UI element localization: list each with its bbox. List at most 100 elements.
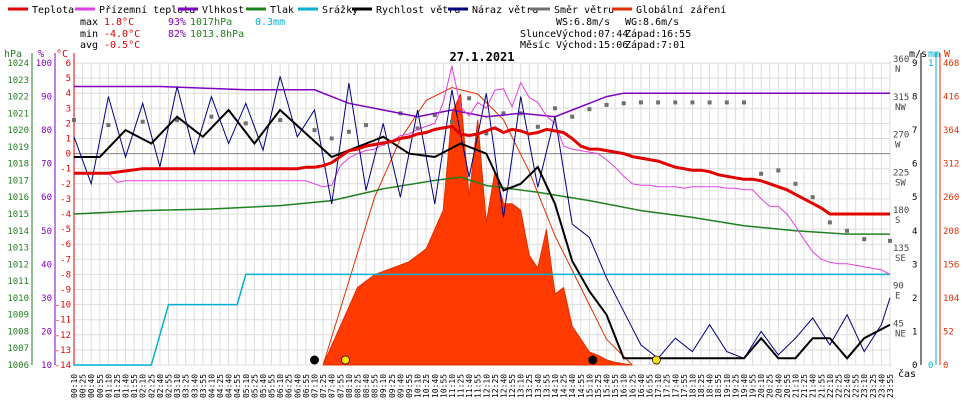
temperature-axis-tick-label: -5 xyxy=(60,225,71,235)
radiation-tick-label: 208 xyxy=(943,227,959,237)
direction-tick-label: S xyxy=(895,216,900,226)
wind-tick-label: 6 xyxy=(912,160,917,170)
x-tick-label: 11:40 xyxy=(465,374,474,398)
direction-tick-label: 90 xyxy=(893,282,904,292)
pressure-axis-tick-label: 1022 xyxy=(7,93,29,103)
legend-label: Vlhkost xyxy=(202,5,244,16)
x-axis-ticks: 00:10 00:25 00:40 00:55 01:10 01:25 01:40 01:55… xyxy=(70,374,895,398)
unit-degc: °C xyxy=(56,49,68,60)
series-humidity xyxy=(74,85,890,118)
temperature-axis-tick-label: -11 xyxy=(55,316,71,326)
x-tick-label: 08:25 xyxy=(353,374,362,398)
radiation-tick-label: 364 xyxy=(943,126,959,136)
x-tick-label: 10:40 xyxy=(431,374,440,398)
wind-direction-point xyxy=(707,100,712,105)
series-global-radiation xyxy=(322,93,633,366)
x-tick-label: 02:55 xyxy=(164,374,173,398)
x-tick-label: 12:25 xyxy=(491,374,500,398)
pressure-axis-tick-label: 1011 xyxy=(7,277,29,287)
x-tick-label: 14:40 xyxy=(568,374,577,398)
pressure-axis-tick-label: 1021 xyxy=(7,109,29,119)
x-tick-label: 23:25 xyxy=(869,374,878,398)
x-tick-label: 13:25 xyxy=(525,374,534,398)
x-tick-label: 21:10 xyxy=(792,374,801,398)
direction-tick-label: 45 xyxy=(893,319,904,329)
stats-block: max 1.8°C 93% 1017hPa 0.3mm min -4.0°C 8… xyxy=(80,17,691,51)
wind-direction-point xyxy=(638,100,643,105)
x-tick-label: 10:25 xyxy=(422,374,431,398)
x-tick-label: 09:40 xyxy=(396,374,405,398)
direction-tick-label: SW xyxy=(895,178,906,188)
x-tick-label: 11:10 xyxy=(448,374,457,398)
x-tick-label: 03:25 xyxy=(182,374,191,398)
unit-time: čas xyxy=(898,368,916,380)
humidity-axis-tick-label: 50 xyxy=(41,227,52,237)
radiation-tick-label: 260 xyxy=(943,193,959,203)
temperature-axis-tick-label: -3 xyxy=(60,195,71,205)
direction-tick-label: 360 xyxy=(893,55,909,65)
pressure-axis-tick-label: 1009 xyxy=(7,311,29,321)
x-tick-label: 04:10 xyxy=(207,374,216,398)
pressure-axis-tick-label: 1006 xyxy=(7,361,29,371)
x-tick-label: 16:55 xyxy=(645,374,654,398)
wind-direction-point xyxy=(656,100,661,105)
wind-direction-point xyxy=(845,228,850,233)
x-tick-label: 03:10 xyxy=(173,374,182,398)
stats-min-hum: 82% xyxy=(168,29,186,40)
x-tick-label: 19:25 xyxy=(731,374,740,398)
wind-tick-label: 1 xyxy=(912,327,917,337)
pressure-axis-tick-label: 1007 xyxy=(7,344,29,354)
wind-direction-point xyxy=(72,118,76,123)
x-tick-label: 17:55 xyxy=(680,374,689,398)
unit-ms: m/s xyxy=(909,49,927,60)
x-tick-label: 07:40 xyxy=(328,374,337,398)
stats-avg-label: avg xyxy=(80,40,98,51)
x-tick-label: 07:55 xyxy=(336,374,345,398)
moon-set: Západ:7:01 xyxy=(625,39,685,51)
x-tick-label: 12:55 xyxy=(508,374,517,398)
pressure-axis-tick-label: 1015 xyxy=(7,210,29,220)
legend-label: Směr větru xyxy=(554,4,614,16)
pressure-axis-tick-label: 1020 xyxy=(7,126,29,136)
temperature-axis-tick-label: -6 xyxy=(60,240,71,250)
temperature-axis-tick-label: 0 xyxy=(66,150,71,160)
x-tick-label: 20:40 xyxy=(774,374,783,398)
x-tick-label: 14:25 xyxy=(560,374,569,398)
x-tick-label: 02:10 xyxy=(139,374,148,398)
wind-direction-point xyxy=(827,220,832,225)
moon-label: Měsíc xyxy=(520,39,550,51)
wind-direction-point xyxy=(741,100,746,105)
x-tick-label: 04:25 xyxy=(216,374,225,398)
wind-direction-point xyxy=(724,100,729,105)
x-tick-label: 05:25 xyxy=(250,374,259,398)
unit-mm: mm xyxy=(928,49,940,60)
x-tick-label: 20:10 xyxy=(757,374,766,398)
pressure-axis-tick-label: 1019 xyxy=(7,143,29,153)
wind-direction-point xyxy=(449,119,454,124)
wind-direction-point xyxy=(553,106,558,111)
legend-label: Globální záření xyxy=(636,4,726,16)
unit-w: W xyxy=(944,49,951,60)
humidity-axis-tick-label: 70 xyxy=(41,160,52,170)
wind-direction-point xyxy=(776,168,781,173)
x-tick-label: 06:40 xyxy=(293,374,302,398)
direction-tick-label: SE xyxy=(895,254,906,264)
x-tick-label: 15:25 xyxy=(594,374,603,398)
x-tick-label: 05:10 xyxy=(242,374,251,398)
x-tick-label: 13:55 xyxy=(542,374,551,398)
direction-tick-label: 270 xyxy=(893,131,909,141)
x-tick-label: 14:10 xyxy=(551,374,560,398)
direction-tick-label: NE xyxy=(895,329,906,339)
stats-max-label: max xyxy=(80,17,98,28)
sun-set: Západ:16:55 xyxy=(625,28,691,40)
plot-area xyxy=(72,65,892,366)
moonrise-marker xyxy=(588,355,598,365)
sun-rise: Východ:07:44 xyxy=(556,28,628,40)
wind-direction-point xyxy=(587,107,592,112)
wind-direction-point xyxy=(278,118,283,123)
wind-direction-point xyxy=(690,100,695,105)
wind-direction-point xyxy=(535,124,540,129)
radiation-tick-label: 312 xyxy=(943,160,959,170)
humidity-axis-tick-label: 80 xyxy=(41,126,52,136)
